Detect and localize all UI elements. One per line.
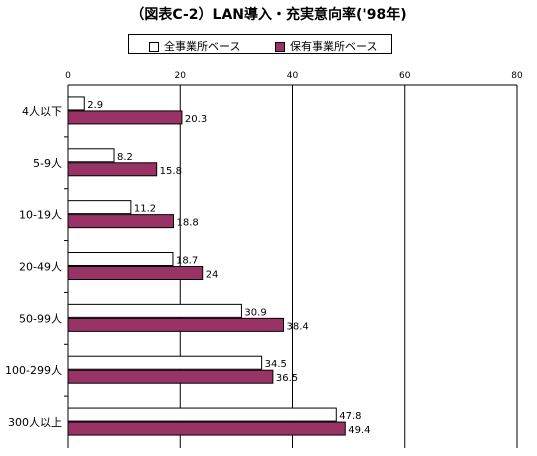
bar-owning-establishments xyxy=(67,317,285,332)
data-label-all-establishments: 18.7 xyxy=(176,256,198,267)
bar-owning-establishments xyxy=(67,369,274,384)
category-label: 20-49人 xyxy=(19,261,62,274)
category-label: 300人以上 xyxy=(8,416,62,429)
category-label: 4人以下 xyxy=(22,105,62,118)
x-tick-label: 60 xyxy=(399,71,411,81)
data-label-owning-establishments: 36.5 xyxy=(276,373,298,384)
data-label-owning-establishments: 18.8 xyxy=(177,218,199,229)
data-label-all-establishments: 30.9 xyxy=(244,307,266,318)
bar-all-establishments xyxy=(67,148,115,163)
data-label-all-establishments: 8.2 xyxy=(117,152,133,163)
legend-swatch-all-establishments xyxy=(149,42,159,52)
legend-item-owning-establishments: 保有事業所ベース xyxy=(275,38,377,54)
bar-owning-establishments xyxy=(67,162,158,177)
x-tick-label: 80 xyxy=(511,71,523,81)
category-label: 10-19人 xyxy=(19,209,62,222)
bar-all-establishments xyxy=(67,252,174,266)
legend: 全事業所ベース 保有事業所ベース xyxy=(128,34,392,54)
bar-all-establishments xyxy=(67,200,132,215)
category-label: 100-299人 xyxy=(5,364,62,377)
category-label: 5-9人 xyxy=(33,157,62,170)
legend-label-owning-establishments: 保有事業所ベース xyxy=(290,40,378,53)
data-label-all-establishments: 11.2 xyxy=(134,204,156,215)
bar-owning-establishments xyxy=(67,421,346,436)
bar-owning-establishments xyxy=(67,214,175,229)
bar-all-establishments xyxy=(67,96,85,111)
category-label: 50-99人 xyxy=(19,312,62,325)
legend-item-all-establishments: 全事業所ベース xyxy=(149,38,240,54)
data-label-owning-establishments: 15.8 xyxy=(160,166,182,177)
bar-all-establishments xyxy=(67,407,337,422)
data-label-owning-establishments: 24 xyxy=(206,270,219,281)
legend-label-all-establishments: 全事業所ベース xyxy=(164,40,241,53)
bar-all-establishments xyxy=(67,355,263,370)
x-tick-label: 40 xyxy=(287,71,299,81)
x-tick-label: 0 xyxy=(65,71,71,81)
bar-all-establishments xyxy=(67,303,242,318)
data-label-owning-establishments: 38.4 xyxy=(287,321,309,332)
chart-title: （図表C-2）LAN導入・充実意向率('98年) xyxy=(130,7,407,23)
legend-swatch-owning-establishments xyxy=(275,42,285,52)
data-label-owning-establishments: 49.4 xyxy=(348,425,370,436)
bar-owning-establishments xyxy=(67,110,183,125)
x-tick-label: 20 xyxy=(175,71,187,81)
data-label-owning-establishments: 20.3 xyxy=(185,114,207,125)
data-label-all-establishments: 34.5 xyxy=(265,359,287,370)
data-label-all-establishments: 2.9 xyxy=(87,100,103,111)
data-label-all-establishments: 47.8 xyxy=(339,411,361,422)
bar-owning-establishments xyxy=(67,266,204,280)
